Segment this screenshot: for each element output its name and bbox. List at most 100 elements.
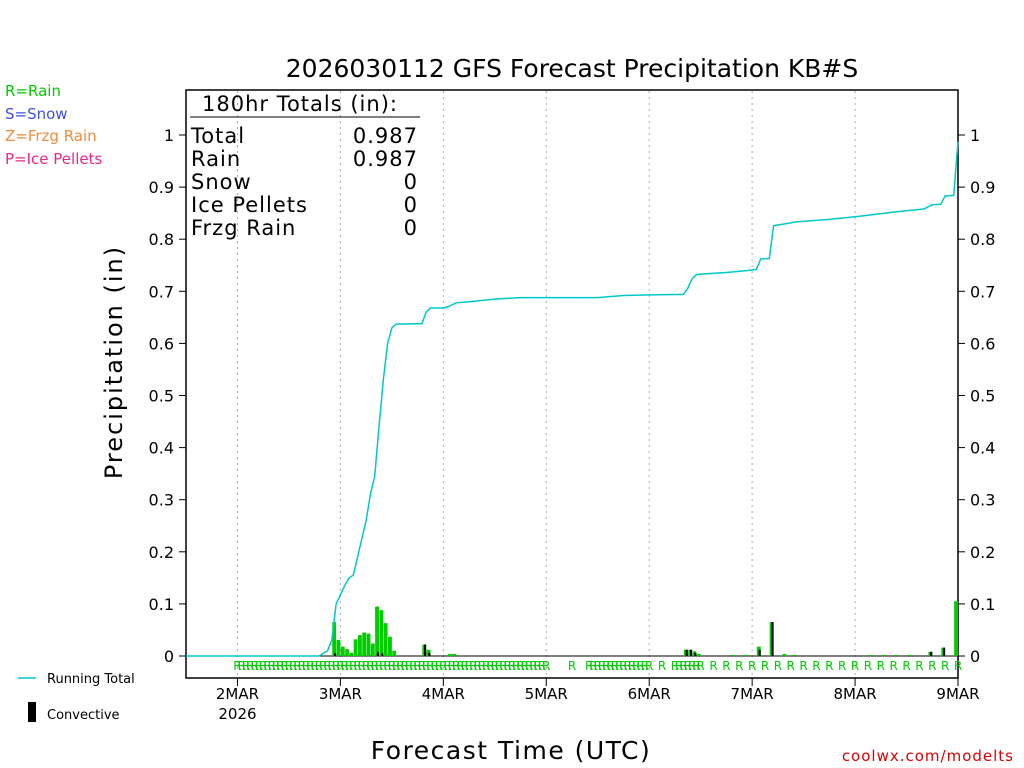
y-tick-label-right: 0.2	[970, 543, 995, 562]
ptype-marker: R	[941, 659, 949, 673]
ptype-marker: R	[310, 659, 318, 673]
x-tick-label: 8MAR	[833, 685, 876, 703]
ptype-marker: R	[928, 659, 936, 673]
ptype-marker: R	[349, 659, 357, 673]
precip-bar	[894, 654, 898, 656]
ptype-marker: R	[606, 659, 614, 673]
ptype-marker: R	[306, 659, 314, 673]
convective-bar	[943, 647, 946, 656]
x-tick-sublabel: 2026	[218, 705, 256, 723]
ptype-marker: R	[619, 659, 627, 673]
ptype-marker: R	[280, 659, 288, 673]
ptype-marker: R	[864, 659, 872, 673]
ptype-marker: R	[889, 659, 897, 673]
ptype-marker: R	[774, 659, 782, 673]
ptype-marker: R	[624, 659, 632, 673]
ptype-marker: R	[461, 659, 469, 673]
legend-ice-pellets: P=Ice Pellets	[5, 150, 102, 168]
precip-bar	[731, 654, 735, 656]
ptype-marker: R	[409, 659, 417, 673]
ptype-marker: R	[761, 659, 769, 673]
ptype-marker: R	[319, 659, 327, 673]
totals-label-snow: Snow	[191, 170, 252, 194]
ptype-marker: R	[443, 659, 451, 673]
precip-bar	[375, 606, 379, 656]
totals-box: 180hr Totals (in): Total 0.987 Rain 0.98…	[190, 92, 420, 240]
ptype-marker: R	[495, 659, 503, 673]
x-axis-label: Forecast Time (UTC)	[371, 736, 651, 765]
x-tick-label: 9MAR	[936, 685, 979, 703]
ptype-marker: R	[589, 659, 597, 673]
ptype-marker: R	[353, 659, 361, 673]
x-tick-label: 2MAR	[216, 685, 259, 703]
precip-bar	[392, 650, 397, 656]
ptype-marker: R	[448, 659, 456, 673]
ptype-marker: R	[315, 659, 323, 673]
ptype-marker: R	[482, 659, 490, 673]
ptype-marker: R	[696, 659, 704, 673]
ptype-marker: R	[396, 659, 404, 673]
ptype-marker: R	[491, 659, 499, 673]
ptype-marker: R	[418, 659, 426, 673]
precip-bar	[345, 649, 349, 656]
totals-value-ice-pellets: 0	[404, 193, 418, 217]
ptype-marker: R	[525, 659, 533, 673]
legend-rain: R=Rain	[5, 82, 61, 100]
ptype-marker: R	[478, 659, 486, 673]
precip-bar	[336, 639, 341, 656]
ptype-marker: R	[456, 659, 464, 673]
ptype-marker: R	[679, 659, 687, 673]
ptype-marker: R	[272, 659, 280, 673]
precip-bar	[366, 633, 371, 656]
ptype-marker: R	[684, 659, 692, 673]
ptype-marker: R	[439, 659, 447, 673]
convective-bar	[771, 622, 774, 656]
convective-bar	[758, 649, 761, 656]
x-tick-label: 6MAR	[628, 685, 671, 703]
chart-title: 2026030112 GFS Forecast Precipitation KB…	[286, 54, 858, 83]
totals-value-total: 0.987	[353, 124, 418, 148]
precip-bar	[383, 623, 388, 656]
ptype-marker: R	[615, 659, 623, 673]
ptype-marker: R	[602, 659, 610, 673]
precip-bar	[881, 654, 886, 656]
x-axis-ticks: 2MAR 2026 3MAR 4MAR 5MAR 6MAR 7MAR 8MAR 9MAR	[216, 678, 980, 723]
totals-label-total: Total	[190, 124, 245, 148]
ptype-marker: R	[379, 659, 387, 673]
convective-bar	[428, 652, 431, 656]
legend-running-total-label: Running Total	[47, 672, 135, 687]
y-tick-label-right: 0.7	[970, 282, 995, 301]
totals-value-frzg-rain: 0	[404, 216, 418, 240]
legend-convective-label: Convective	[47, 708, 120, 723]
ptype-marker: R	[366, 659, 374, 673]
ptype-marker: R	[877, 659, 885, 673]
ptype-marker: R	[422, 659, 430, 673]
y-tick-label-left: 0.3	[149, 491, 174, 510]
ptype-marker: R	[388, 659, 396, 673]
precip-bar	[906, 654, 911, 656]
y-tick-label-right: 0.3	[970, 491, 995, 510]
ptype-marker: R	[722, 659, 730, 673]
ptype-marker: R	[371, 659, 379, 673]
ptype-marker: R	[902, 659, 910, 673]
ptype-marker: R	[276, 659, 284, 673]
ptype-marker: R	[233, 659, 241, 673]
ptype-marker: R	[362, 659, 370, 673]
ptype-marker: R	[375, 659, 383, 673]
ptype-marker: R	[413, 659, 421, 673]
precip-bar	[791, 654, 796, 656]
ptype-marker: R	[392, 659, 400, 673]
ptype-marker: R	[688, 659, 696, 673]
ptype-marker: R	[658, 659, 666, 673]
ptype-marker: R	[336, 659, 344, 673]
ptype-marker: R	[293, 659, 301, 673]
plot-frame	[185, 89, 959, 679]
ptype-marker: R	[516, 659, 524, 673]
ptype-marker: R	[383, 659, 391, 673]
ptype-marker: R	[298, 659, 306, 673]
y-tick-label-left: 0.1	[149, 595, 174, 614]
ptype-marker: R	[469, 659, 477, 673]
convective-bar	[689, 649, 693, 656]
ptype-marker: R	[426, 659, 434, 673]
